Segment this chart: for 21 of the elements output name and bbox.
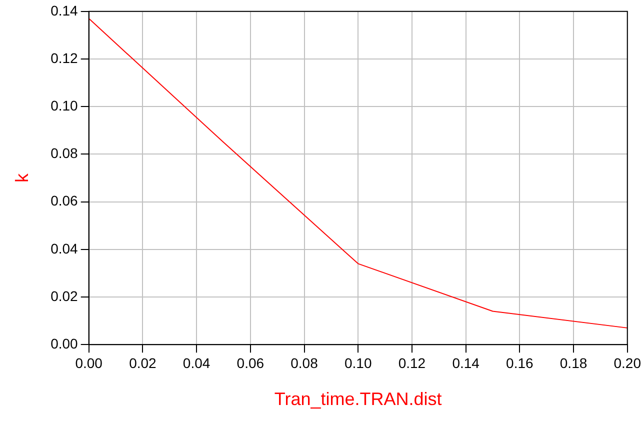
y-tick-label: 0.10	[50, 97, 78, 114]
x-tick-label: 0.06	[236, 354, 264, 371]
y-tick-label: 0.12	[50, 50, 78, 66]
y-tick-label: 0.06	[50, 192, 78, 209]
y-tick-label: 0.08	[50, 145, 78, 162]
x-axis-title: Tran_time.TRAN.dist	[274, 389, 442, 410]
x-tick-label: 0.12	[398, 354, 426, 371]
x-tick-label: 0.10	[344, 354, 372, 371]
y-tick-label: 0.04	[50, 240, 78, 256]
y-tick-label: 0.14	[50, 2, 78, 18]
y-tick-label: 0.00	[50, 335, 78, 352]
x-tick-label: 0.02	[129, 354, 157, 371]
x-tick-label: 0.00	[75, 354, 103, 371]
x-tick-label: 0.14	[452, 354, 480, 371]
y-axis-title: k	[12, 172, 32, 182]
x-tick-label: 0.16	[506, 354, 534, 371]
x-tick-label: 0.20	[614, 354, 642, 371]
y-tick-label: 0.02	[50, 288, 78, 304]
x-tick-label: 0.08	[290, 354, 318, 371]
x-tick-label: 0.04	[182, 354, 210, 371]
x-tick-label: 0.18	[560, 354, 588, 371]
